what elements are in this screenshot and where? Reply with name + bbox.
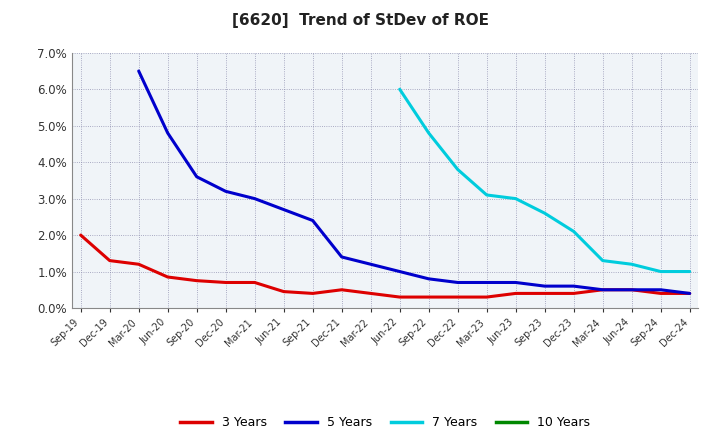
5 Years [366,262,375,267]
3 Years [395,294,404,300]
5 Years [685,291,694,296]
3 Years [541,291,549,296]
3 Years [251,280,259,285]
3 Years [308,291,317,296]
3 Years [221,280,230,285]
7 Years [598,258,607,263]
Line: 5 Years: 5 Years [139,71,690,293]
Line: 3 Years: 3 Years [81,235,690,297]
3 Years [279,289,288,294]
7 Years [541,211,549,216]
5 Years [338,254,346,260]
7 Years [454,167,462,172]
5 Years [570,283,578,289]
7 Years [511,196,520,201]
5 Years [454,280,462,285]
7 Years [482,192,491,198]
5 Years [598,287,607,293]
5 Years [308,218,317,223]
3 Years [424,294,433,300]
7 Years [627,262,636,267]
5 Years [511,280,520,285]
3 Years [366,291,375,296]
3 Years [482,294,491,300]
3 Years [76,232,85,238]
5 Years [482,280,491,285]
5 Years [192,174,201,180]
3 Years [163,275,172,280]
5 Years [135,68,143,73]
7 Years [685,269,694,274]
5 Years [221,189,230,194]
7 Years [657,269,665,274]
Text: [6620]  Trend of StDev of ROE: [6620] Trend of StDev of ROE [232,13,488,28]
Legend: 3 Years, 5 Years, 7 Years, 10 Years: 3 Years, 5 Years, 7 Years, 10 Years [176,411,595,434]
3 Years [338,287,346,293]
3 Years [135,262,143,267]
5 Years [627,287,636,293]
7 Years [424,130,433,136]
3 Years [598,287,607,293]
5 Years [163,130,172,136]
7 Years [395,87,404,92]
5 Years [251,196,259,201]
3 Years [685,291,694,296]
3 Years [192,278,201,283]
3 Years [627,287,636,293]
3 Years [570,291,578,296]
5 Years [279,207,288,212]
5 Years [424,276,433,282]
Line: 7 Years: 7 Years [400,89,690,271]
5 Years [541,283,549,289]
3 Years [454,294,462,300]
3 Years [511,291,520,296]
7 Years [570,229,578,234]
3 Years [105,258,114,263]
5 Years [657,287,665,293]
5 Years [395,269,404,274]
3 Years [657,291,665,296]
